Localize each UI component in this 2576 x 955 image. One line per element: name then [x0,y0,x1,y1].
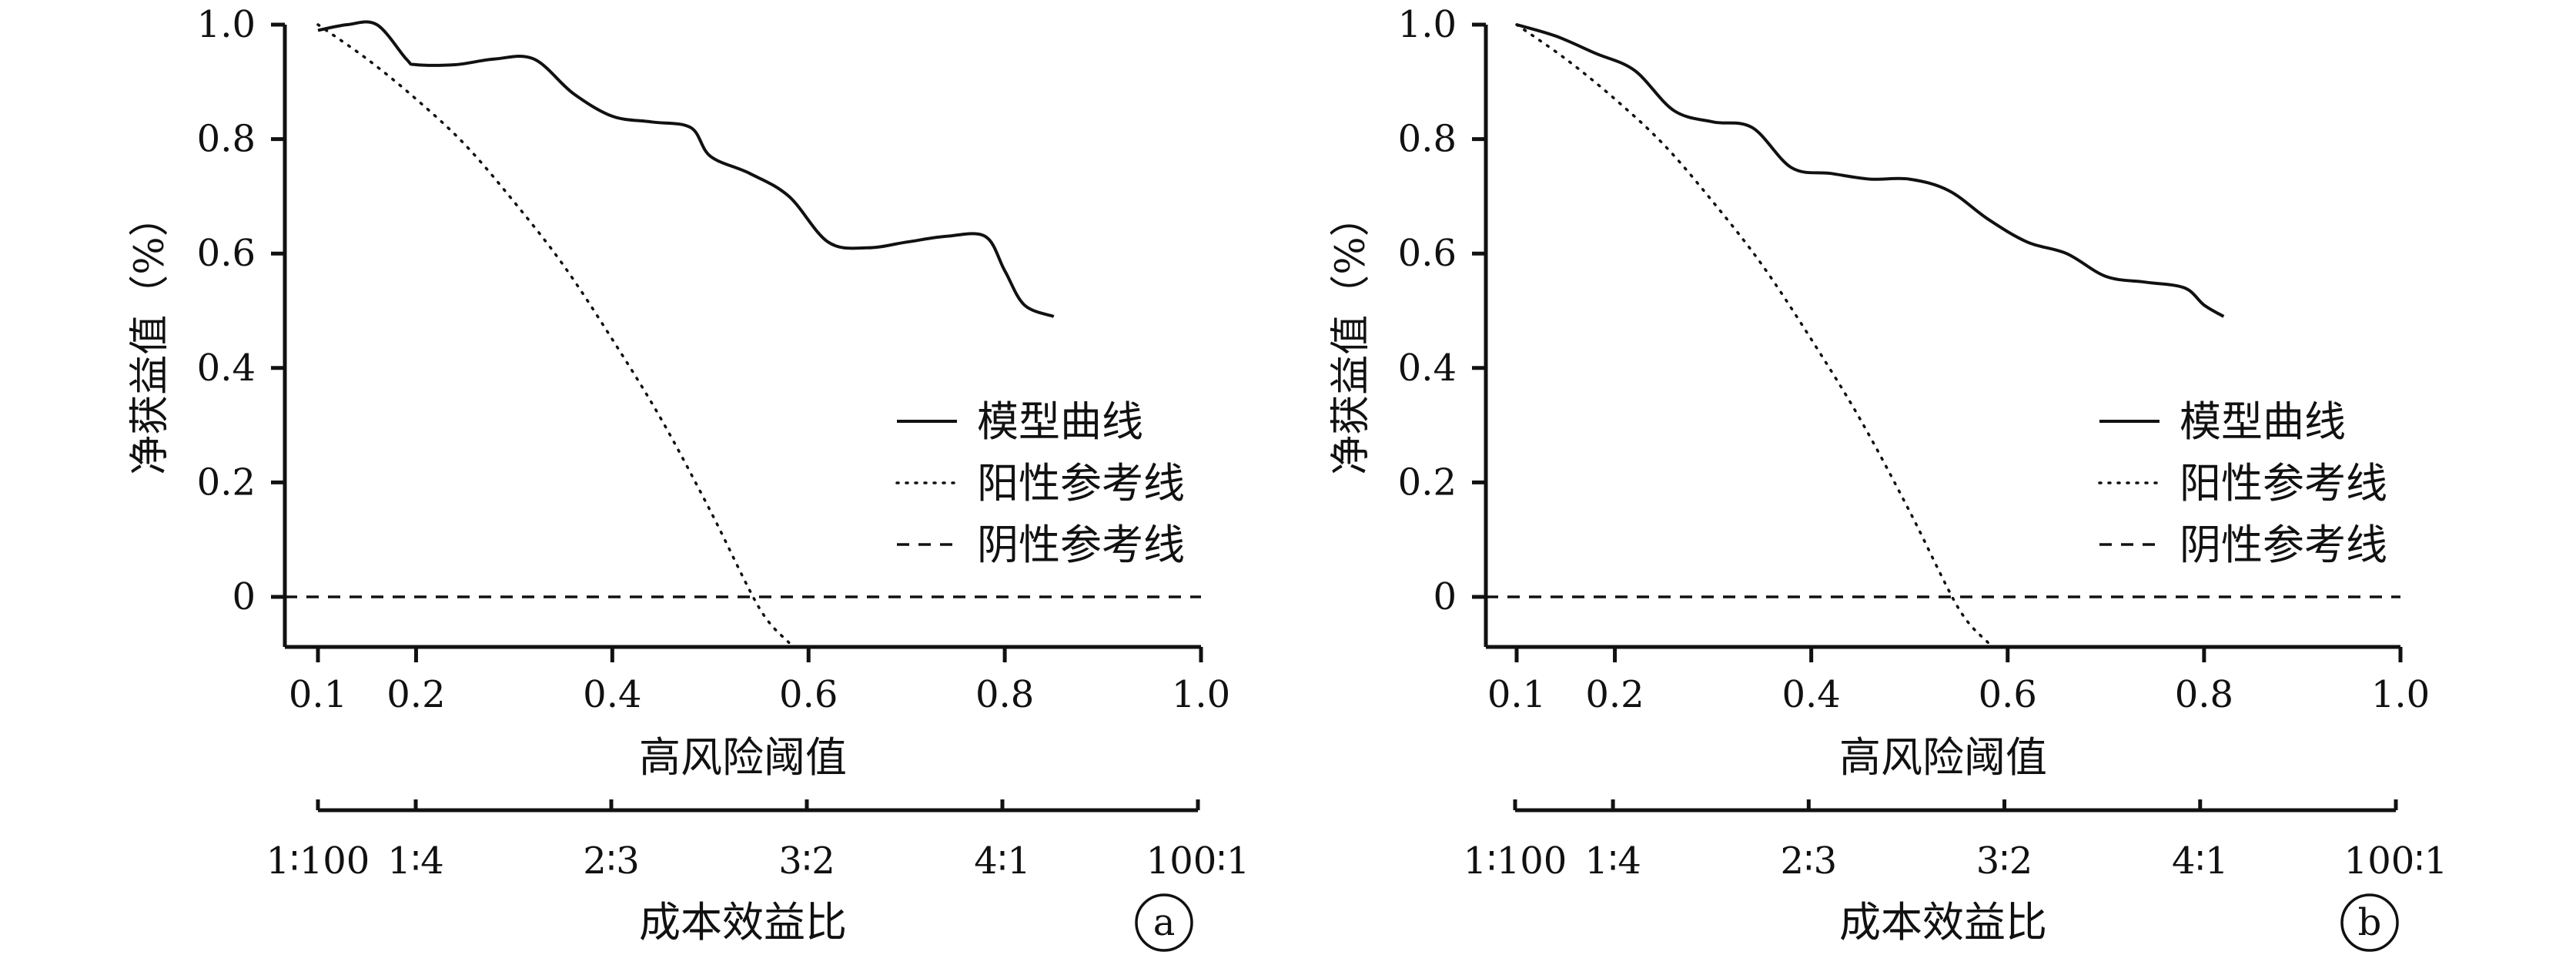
cost-benefit-tick-label: 1∶4 [1584,839,1641,883]
cost-benefit-tick-label: 100∶1 [2344,839,2448,883]
panel-label: a [1153,901,1176,944]
x-tick-label: 0.1 [1487,673,1546,716]
x-tick-label: 0.8 [2175,673,2233,716]
panel-b: 0 0.2 0.4 0.6 0.8 1.0 0.1 0.2 0.4 0.6 0.8 1.0 高风险阈值 净… [1328,3,2448,952]
cost-benefit-axis-title: 成本效益比 [639,898,847,947]
x-tick-label: 0.4 [1781,673,1840,716]
y-tick-label: 1.0 [197,3,256,46]
series-line-dotted [316,23,791,645]
y-axis-title: 净获益值（%） [127,196,173,474]
x-tick-label: 0.6 [779,673,838,716]
x-tick-label: 0.6 [1979,673,2037,716]
y-tick-label: 0.4 [1398,347,1457,390]
cost-benefit-tick-label: 3∶2 [778,839,835,883]
y-tick-label: 0.4 [197,347,256,390]
panel-label: b [2358,901,2382,944]
cost-benefit-tick-label: 4∶1 [2172,839,2229,883]
x-tick-label: 1.0 [1172,673,1230,716]
cost-benefit-tick-label: 1∶4 [387,839,444,883]
legend-label: 阴性参考线 [977,521,1185,569]
x-axis-title: 高风险阈值 [1839,733,2047,782]
x-tick-label: 0.2 [386,673,445,716]
y-tick-label: 0.6 [197,232,256,275]
y-tick-label: 1.0 [1398,3,1457,46]
cost-benefit-tick-label: 1∶100 [1464,839,1567,883]
cost-benefit-tick-label: 2∶3 [583,839,640,883]
y-tick-label: 0.2 [1398,461,1457,504]
cost-benefit-tick-label: 3∶2 [1976,839,2033,883]
y-tick-label: 0.8 [197,118,256,161]
cost-benefit-tick-label: 1∶100 [266,839,370,883]
y-tick-label: 0 [1433,575,1457,618]
x-tick-label: 0.4 [583,673,641,716]
cost-benefit-tick-label: 2∶3 [1781,839,1838,883]
x-tick-label: 1.0 [2371,673,2430,716]
y-tick-label: 0.2 [197,461,256,504]
series-line-solid [1516,23,2225,318]
panel-a: 0 0.2 0.4 0.6 0.8 1.0 0.1 0.2 0.4 0.6 0.8 1.0 高风险阈值 净… [127,3,1250,952]
legend-label: 模型曲线 [2180,397,2346,446]
series-line-solid [317,20,1055,318]
y-tick-label: 0 [232,575,256,618]
cost-benefit-tick-label: 4∶1 [974,839,1031,883]
legend-label: 阴性参考线 [2180,521,2387,569]
y-tick-label: 0.8 [1398,118,1457,161]
x-tick-label: 0.1 [289,673,347,716]
cost-benefit-tick-label: 100∶1 [1146,839,1250,883]
cost-benefit-axis-title: 成本效益比 [1839,898,2047,947]
series-line-dotted [1515,23,1990,645]
x-tick-label: 0.2 [1585,673,1644,716]
legend-label: 阳性参考线 [977,459,1185,508]
y-tick-label: 0.6 [1398,232,1457,275]
y-axis-title: 净获益值（%） [1328,196,1374,474]
legend-label: 模型曲线 [977,397,1143,446]
panel-label-circle [1135,893,1193,952]
panel-label-circle [2340,893,2399,952]
legend-label: 阳性参考线 [2180,459,2387,508]
x-tick-label: 0.8 [975,673,1034,716]
x-axis-title: 高风险阈值 [639,733,847,782]
